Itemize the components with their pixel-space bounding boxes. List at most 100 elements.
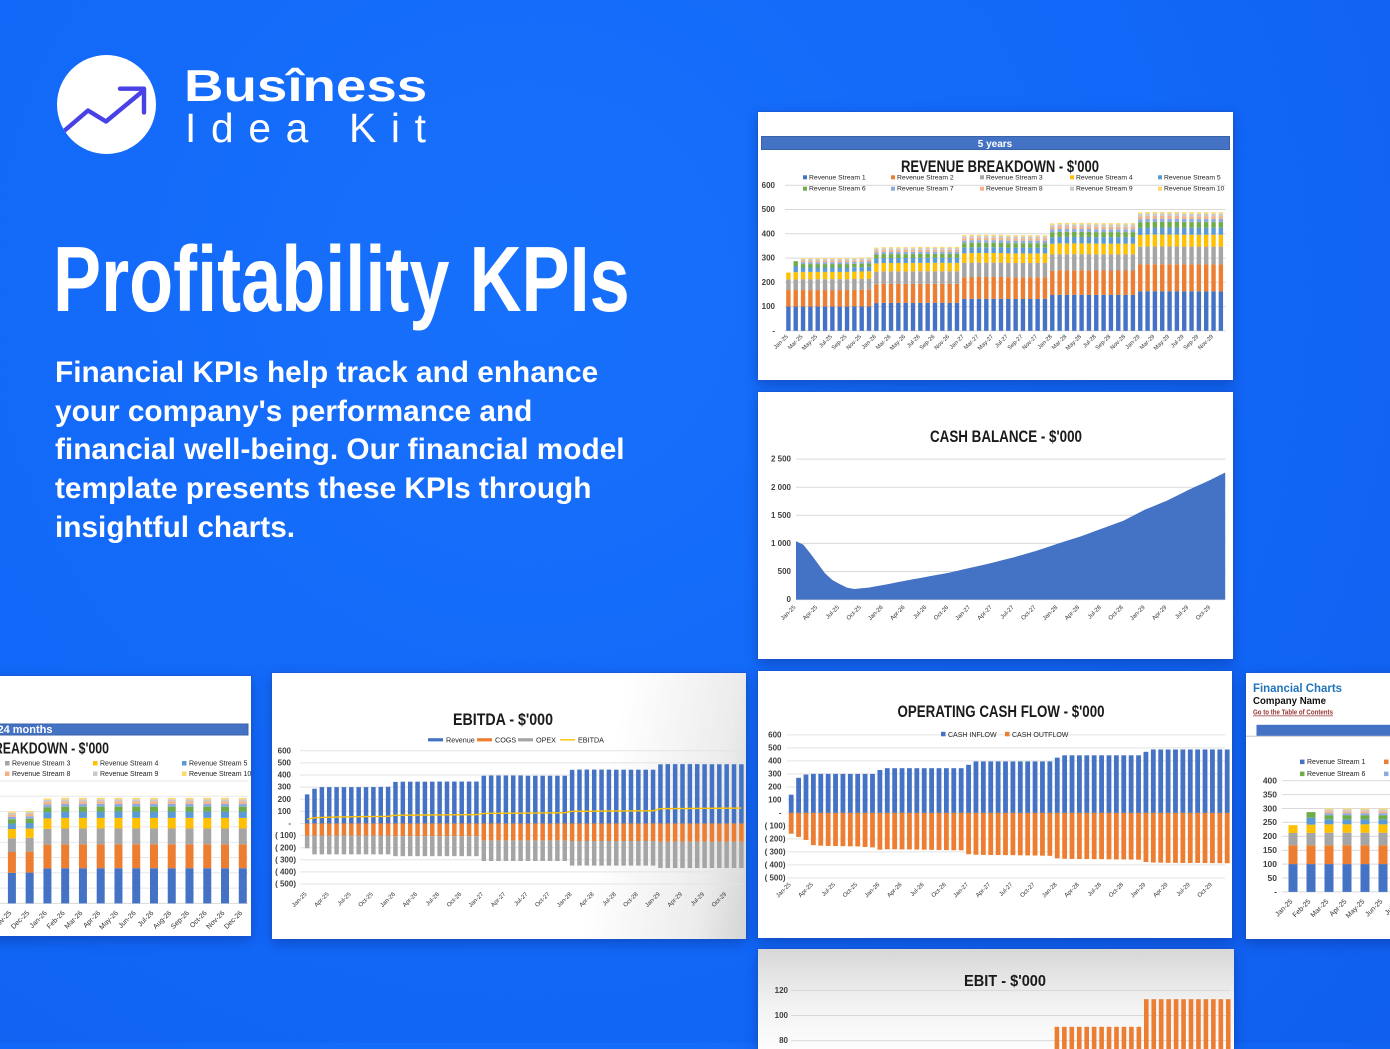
svg-text:Nov-27: Nov-27 <box>1022 334 1039 351</box>
svg-text:Oct-25: Oct-25 <box>842 882 859 899</box>
svg-text:Jul-26: Jul-26 <box>910 882 926 898</box>
svg-text:( 300): ( 300) <box>765 848 786 857</box>
svg-text:Apr-27: Apr-27 <box>977 604 994 621</box>
svg-text:Apr-28: Apr-28 <box>1064 882 1081 899</box>
svg-text:Sep-25: Sep-25 <box>831 334 848 351</box>
svg-text:Jan-26: Jan-26 <box>864 882 882 900</box>
svg-text:-: - <box>1274 887 1277 897</box>
svg-text:( 300): ( 300) <box>275 855 296 864</box>
svg-text:Revenue Stream 9: Revenue Stream 9 <box>100 771 158 778</box>
svg-text:Oct-29: Oct-29 <box>711 891 728 908</box>
svg-text:Feb-26: Feb-26 <box>46 910 67 931</box>
svg-text:5 years: 5 years <box>978 139 1013 150</box>
svg-text:Revenue Stream 4: Revenue Stream 4 <box>100 760 158 767</box>
svg-text:Oct-28: Oct-28 <box>1108 604 1125 621</box>
svg-text:May-28: May-28 <box>1065 334 1083 352</box>
svg-text:( 100): ( 100) <box>275 831 296 840</box>
svg-text:200: 200 <box>768 783 782 792</box>
svg-text:Revenue Stream 8: Revenue Stream 8 <box>986 186 1043 193</box>
svg-text:Jul-25: Jul-25 <box>821 882 837 898</box>
svg-text:REVENUE BREAKDOWN - $'000: REVENUE BREAKDOWN - $'000 <box>0 741 109 758</box>
svg-text:OPERATING CASH FLOW - $'000: OPERATING CASH FLOW - $'000 <box>898 702 1105 721</box>
svg-text:May-26: May-26 <box>98 910 120 932</box>
svg-text:Jul-26: Jul-26 <box>913 604 929 620</box>
svg-text:300: 300 <box>278 783 292 792</box>
svg-text:( 400): ( 400) <box>765 861 786 870</box>
svg-text:2 000: 2 000 <box>771 483 792 492</box>
svg-text:Sep-27: Sep-27 <box>1007 334 1024 351</box>
svg-text:400: 400 <box>278 771 292 780</box>
svg-text:Sep-26: Sep-26 <box>170 910 191 931</box>
svg-text:Revenue Stream 6: Revenue Stream 6 <box>809 186 866 193</box>
svg-text:Apr-27: Apr-27 <box>490 891 507 908</box>
svg-text:2 500: 2 500 <box>771 455 792 464</box>
svg-text:24 months: 24 months <box>0 724 53 736</box>
svg-text:Jan-25: Jan-25 <box>775 882 793 900</box>
svg-text:600: 600 <box>762 181 776 190</box>
svg-text:May-25: May-25 <box>801 334 819 352</box>
svg-text:Apr-28: Apr-28 <box>579 891 596 908</box>
svg-text:Jul-25: Jul-25 <box>825 604 841 620</box>
svg-text:Revenue Stream 10: Revenue Stream 10 <box>1164 186 1225 193</box>
svg-text:CASH INFLOW: CASH INFLOW <box>948 732 997 739</box>
svg-text:Jan-25: Jan-25 <box>1274 898 1294 918</box>
svg-text:Oct-29: Oct-29 <box>1195 604 1212 621</box>
svg-text:600: 600 <box>768 731 782 740</box>
svg-text:-: - <box>772 326 775 335</box>
svg-text:Apr-26: Apr-26 <box>887 882 904 899</box>
svg-text:Oct-28: Oct-28 <box>623 891 640 908</box>
svg-text:-: - <box>779 809 782 818</box>
svg-text:( 200): ( 200) <box>765 835 786 844</box>
svg-text:Apr-25: Apr-25 <box>802 604 819 621</box>
svg-text:Apr-29: Apr-29 <box>1153 882 1170 899</box>
svg-text:Jan-29: Jan-29 <box>1130 882 1148 900</box>
svg-text:Jan-28: Jan-28 <box>1042 604 1060 622</box>
svg-text:Jan-29: Jan-29 <box>645 891 663 909</box>
svg-text:Oct-26: Oct-26 <box>933 604 950 621</box>
svg-text:Oct-27: Oct-27 <box>1020 882 1037 899</box>
svg-text:OPEX: OPEX <box>536 735 556 744</box>
svg-text:Nov-26: Nov-26 <box>205 910 226 931</box>
svg-text:Oct-27: Oct-27 <box>1021 604 1038 621</box>
svg-text:May-26: May-26 <box>889 334 907 352</box>
svg-text:Revenue Stream 9: Revenue Stream 9 <box>1076 186 1133 193</box>
svg-text:Company Name: Company Name <box>1253 695 1326 707</box>
svg-text:Mar-25: Mar-25 <box>1310 898 1331 919</box>
svg-text:CASH OUTFLOW: CASH OUTFLOW <box>1012 732 1069 739</box>
svg-text:( 500): ( 500) <box>765 874 786 883</box>
svg-text:( 500): ( 500) <box>275 880 296 889</box>
svg-text:Jan-27: Jan-27 <box>953 882 971 900</box>
svg-text:Apr-29: Apr-29 <box>1151 604 1168 621</box>
svg-text:Apr-26: Apr-26 <box>890 604 907 621</box>
svg-text:80: 80 <box>779 1036 788 1045</box>
svg-text:EBIT - $'000: EBIT - $'000 <box>964 973 1046 990</box>
svg-text:CASH BALANCE - $'000: CASH BALANCE - $'000 <box>930 427 1082 446</box>
svg-text:100: 100 <box>762 302 776 311</box>
svg-text:Nov-29: Nov-29 <box>1197 334 1214 351</box>
svg-text:-: - <box>288 819 291 828</box>
svg-text:( 400): ( 400) <box>275 868 296 877</box>
svg-text:100: 100 <box>768 796 782 805</box>
svg-text:300: 300 <box>768 770 782 779</box>
svg-text:Apr-25: Apr-25 <box>798 882 815 899</box>
svg-text:Aug-26: Aug-26 <box>152 910 173 931</box>
svg-text:Jan-25: Jan-25 <box>291 891 309 909</box>
svg-text:400: 400 <box>1263 776 1277 786</box>
svg-text:Financial Charts: Financial Charts <box>1253 683 1342 695</box>
svg-text:Nov-26: Nov-26 <box>934 334 951 351</box>
svg-text:100: 100 <box>775 1011 789 1020</box>
svg-text:Jan-28: Jan-28 <box>556 891 574 909</box>
svg-text:Revenue Stream 3: Revenue Stream 3 <box>12 760 70 767</box>
svg-text:350: 350 <box>1263 789 1277 799</box>
svg-text:120: 120 <box>775 986 789 995</box>
svg-text:Oct-26: Oct-26 <box>931 882 948 899</box>
svg-text:May-25: May-25 <box>1345 898 1367 920</box>
svg-text:Revenue Stream 7: Revenue Stream 7 <box>897 186 954 193</box>
svg-text:Revenue Stream 4: Revenue Stream 4 <box>1076 174 1133 181</box>
svg-text:Oct-25: Oct-25 <box>358 891 375 908</box>
svg-text:Jul-29: Jul-29 <box>1176 882 1192 898</box>
svg-text:Revenue Stream 5: Revenue Stream 5 <box>1164 174 1221 181</box>
svg-text:Sep-29: Sep-29 <box>1183 334 1200 351</box>
svg-text:Sep-26: Sep-26 <box>919 334 936 351</box>
svg-text:500: 500 <box>762 205 776 214</box>
